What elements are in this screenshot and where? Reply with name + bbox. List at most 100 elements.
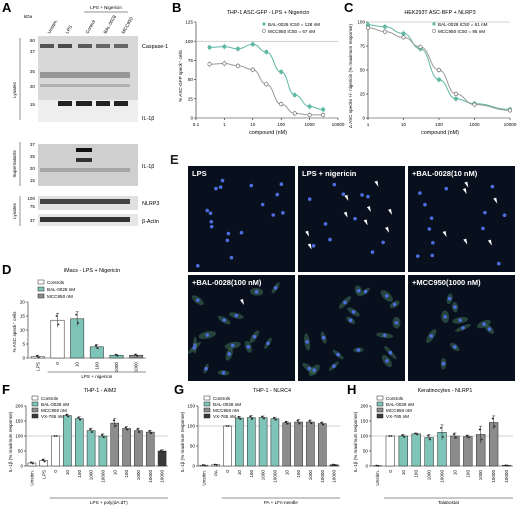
bar xyxy=(157,450,167,467)
replicate-dot xyxy=(77,322,80,324)
replicate-dot xyxy=(332,463,334,466)
panel-d-ylabel: % ASC speck⁺ cells xyxy=(12,311,17,352)
x-tick-label: 10000 xyxy=(440,470,445,483)
replicate-dot xyxy=(298,422,301,425)
replicate-dot xyxy=(493,425,496,428)
panel-h-ylabel: IL-1β (% maximum response) xyxy=(353,411,358,472)
nucleus xyxy=(356,348,361,352)
svg-text:20: 20 xyxy=(30,84,36,89)
blot-column-headers: Unstim. LPS Control BAL-0028 MCC950 xyxy=(47,14,135,35)
replicate-dot xyxy=(465,434,468,437)
y-tick-label: 200 xyxy=(15,404,23,409)
data-point xyxy=(222,44,227,49)
svg-text:15: 15 xyxy=(30,102,36,107)
cell-field xyxy=(196,178,285,268)
panel-b-xlabel: compound (nM) xyxy=(249,130,287,136)
data-point xyxy=(307,112,312,117)
replicate-dot xyxy=(273,416,275,419)
replicate-dot xyxy=(286,422,289,425)
nucleus xyxy=(458,318,462,323)
x-tick-label: 100 xyxy=(296,470,301,478)
x-tick-label: 100 xyxy=(77,470,82,478)
data-point xyxy=(207,62,212,67)
data-point xyxy=(292,111,297,116)
replicate-dot xyxy=(160,449,162,452)
replicate-dot xyxy=(55,435,58,437)
nucleus xyxy=(341,192,346,197)
panel-f-title: THP-1 - AIM2 xyxy=(84,388,117,394)
cell-field xyxy=(188,282,280,376)
nucleus xyxy=(453,305,457,309)
micrograph-label: LPS + nigericin xyxy=(302,169,357,178)
nucleus xyxy=(226,231,231,236)
arrowhead-icon xyxy=(374,180,379,187)
replicate-dot xyxy=(427,434,429,437)
x-tick-label: 1000 xyxy=(114,362,119,373)
replicate-dot xyxy=(416,433,419,436)
replicate-dot xyxy=(310,422,313,425)
arrowhead-icon xyxy=(464,181,469,188)
arrowhead-icon xyxy=(343,211,348,218)
legend-label: MCC950 nM xyxy=(386,408,412,413)
nucleus xyxy=(418,191,422,195)
y-tick-label: 0 xyxy=(22,356,25,361)
legend-swatch xyxy=(203,407,211,413)
data-point xyxy=(264,49,269,54)
replicate-dot xyxy=(375,464,378,467)
x-tick-label: LPS xyxy=(41,470,46,479)
nucleus xyxy=(246,345,251,349)
replicate-dot xyxy=(429,438,431,441)
replicate-dot xyxy=(401,434,404,436)
svg-text:Supernatants: Supernatants xyxy=(12,150,17,178)
replicate-dot xyxy=(249,415,252,418)
nucleus xyxy=(273,286,278,290)
replicate-dot xyxy=(239,418,242,420)
legend-swatch xyxy=(203,395,211,401)
panel-g-ylabel: IL-1β (% maximum response) xyxy=(180,411,185,472)
x-tick-label: 0 xyxy=(388,470,393,473)
replicate-dot xyxy=(504,464,507,467)
svg-text:MCC950 IC50 = 95 nM: MCC950 IC50 = 95 nM xyxy=(438,29,485,34)
nucleus xyxy=(487,327,492,331)
replicate-dot xyxy=(162,450,164,453)
series-curve-0 xyxy=(367,24,511,110)
nucleus xyxy=(234,313,239,318)
legend-swatch xyxy=(31,395,39,401)
replicate-dot xyxy=(334,464,336,466)
nucleus xyxy=(218,185,223,189)
replicate-dot xyxy=(322,423,325,426)
bar xyxy=(282,422,292,467)
bar xyxy=(110,422,120,467)
data-point xyxy=(222,61,227,66)
nucleus xyxy=(281,211,285,215)
replicate-dot xyxy=(114,424,117,427)
nucleus xyxy=(260,202,265,207)
replicate-dot xyxy=(89,428,91,431)
nucleus xyxy=(461,326,465,330)
replicate-dot xyxy=(124,426,127,429)
replicate-dot xyxy=(116,354,119,357)
panel-b-letter: B xyxy=(172,0,181,15)
nucleus xyxy=(271,213,276,217)
y-tick-label: 0 xyxy=(190,116,193,121)
bar xyxy=(385,435,396,467)
band-label-il1b-sup: IL-1β xyxy=(142,164,154,170)
replicate-dot xyxy=(506,464,509,467)
panel-d-title: iMacs - LPS + Nigericin xyxy=(64,268,120,274)
blot-col-mcc: MCC950 xyxy=(121,16,135,35)
data-point xyxy=(365,25,370,30)
nucleus xyxy=(415,254,420,258)
y-tick-label: 0 xyxy=(20,464,23,469)
x-tick-label: 10000 xyxy=(491,470,496,483)
y-tick-label: 125 xyxy=(185,20,193,25)
panel-b-legend: BAL-0028 IC50 = 128 nM MCC950 IC50 = 67 … xyxy=(262,22,320,34)
arrowhead-icon xyxy=(240,299,244,305)
micrograph-tile: LPS + nigericin xyxy=(298,166,405,272)
replicate-dot xyxy=(77,416,80,419)
nucleus xyxy=(423,202,427,207)
nucleus xyxy=(429,216,434,220)
bar xyxy=(134,430,143,467)
blot-col-lps: LPS xyxy=(65,24,74,34)
y-tick-label: 0 xyxy=(365,464,368,469)
